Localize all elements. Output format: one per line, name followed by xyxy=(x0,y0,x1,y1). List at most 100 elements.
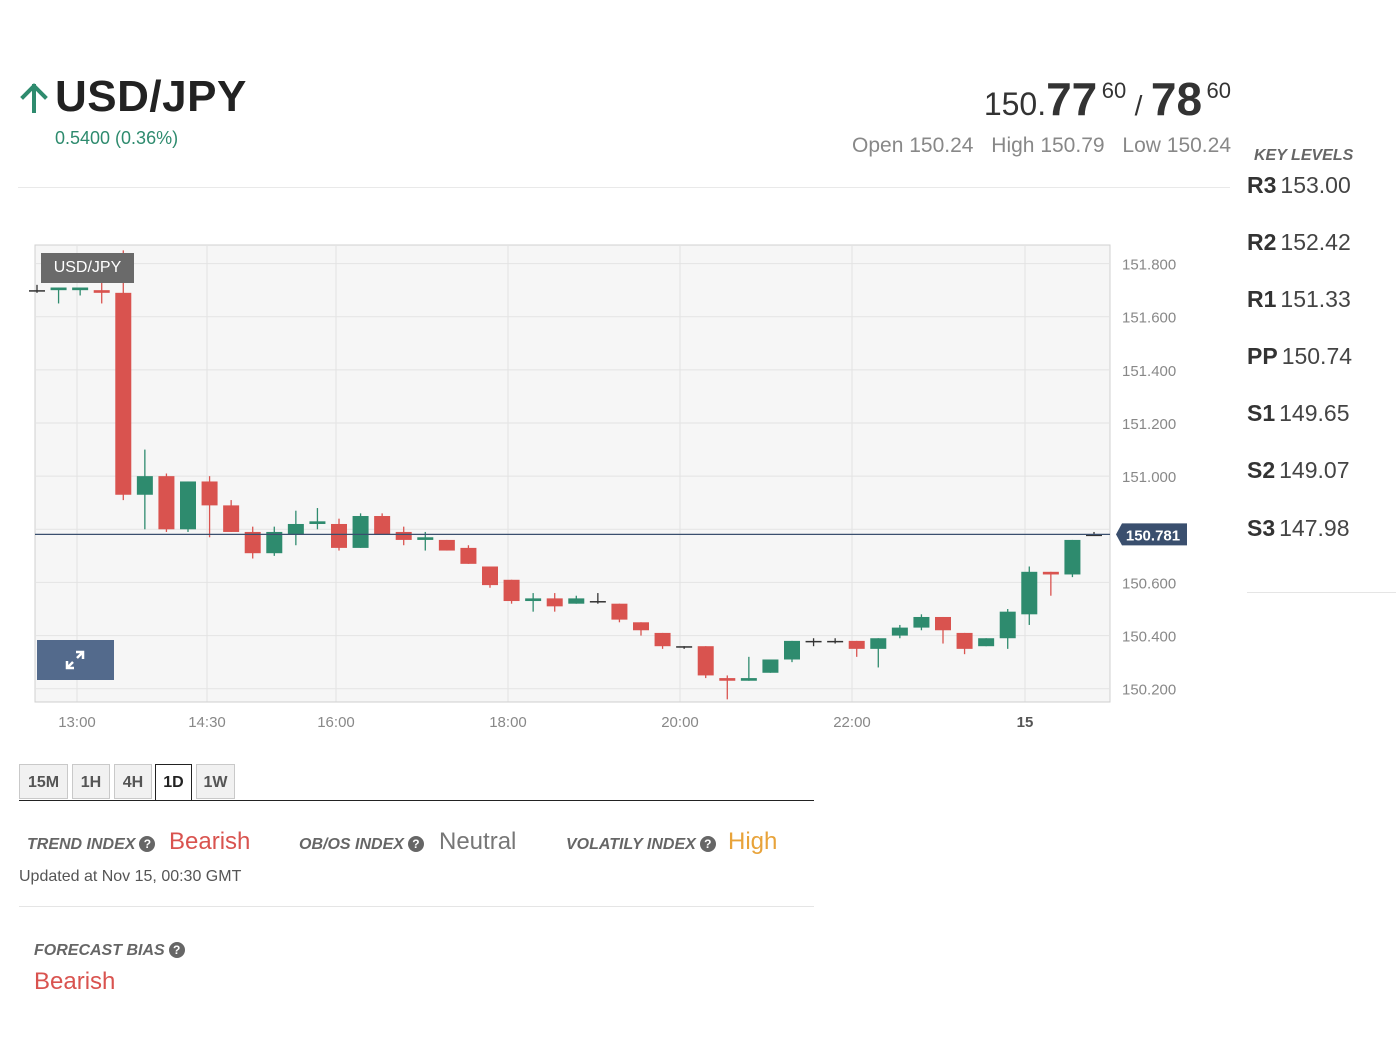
trend-index-label: TREND INDEX? xyxy=(27,836,156,854)
candle-body xyxy=(740,678,757,681)
low-value: Low 150.24 xyxy=(1122,134,1231,157)
expand-chart-button[interactable] xyxy=(37,640,114,680)
help-icon[interactable]: ? xyxy=(407,836,424,852)
candle-body xyxy=(158,476,175,530)
forecast-bias-label: FORECAST BIAS? xyxy=(34,942,185,960)
candle-body xyxy=(93,290,110,293)
candle-body xyxy=(913,616,930,628)
forecast-bias-text: FORECAST BIAS xyxy=(34,942,165,959)
candle-body xyxy=(331,523,347,548)
plot-area xyxy=(34,244,1111,703)
tab-15m[interactable]: 15M xyxy=(19,764,68,799)
candle-body xyxy=(568,598,585,604)
y-tick-label: 151.400 xyxy=(1122,363,1176,380)
candle-body xyxy=(525,598,542,602)
tab-1h[interactable]: 1H xyxy=(72,764,110,799)
candle-body xyxy=(956,632,973,649)
price-change: 0.5400 (0.36%) xyxy=(55,128,179,148)
y-tick-label: 150.200 xyxy=(1122,682,1176,699)
key-level-label: S3 xyxy=(1247,515,1276,541)
obos-index-text: OB/OS INDEX xyxy=(299,836,404,853)
ask-big: 78 xyxy=(1150,73,1203,125)
candle-body xyxy=(482,566,498,586)
x-tick-label: 18:00 xyxy=(489,714,527,731)
candle-body xyxy=(1086,534,1102,537)
chart-symbol-label: USD/JPY xyxy=(41,253,134,283)
key-level-r2: R2 152.42 xyxy=(1247,229,1351,256)
key-level-value: 149.65 xyxy=(1279,400,1350,426)
key-level-value: 151.33 xyxy=(1280,286,1351,312)
candle-body xyxy=(697,646,714,676)
key-level-value: 147.98 xyxy=(1279,515,1350,541)
y-tick-label: 151.000 xyxy=(1122,469,1176,486)
help-icon[interactable]: ? xyxy=(139,836,156,852)
candle-body xyxy=(50,287,67,291)
candle-body xyxy=(784,640,800,660)
candle-body xyxy=(223,505,240,532)
help-icon[interactable]: ? xyxy=(699,836,716,852)
key-levels-divider xyxy=(1247,592,1396,593)
candle-body xyxy=(503,579,520,602)
candle-body xyxy=(891,627,908,636)
x-tick-label: 20:00 xyxy=(661,714,699,731)
candle-body xyxy=(762,659,779,673)
quote-separator: / xyxy=(1134,90,1143,121)
bid-ask-quote: 150.77 60 / 78 60 xyxy=(984,72,1231,126)
tab-1w[interactable]: 1W xyxy=(196,764,235,799)
key-level-label: R2 xyxy=(1247,229,1277,255)
candle-body xyxy=(978,638,995,647)
volatility-index-value: High xyxy=(728,828,778,855)
bid-prefix: 150. xyxy=(983,86,1047,122)
candle-body xyxy=(438,539,455,551)
x-tick-label: 15 xyxy=(1017,714,1034,731)
candle-body xyxy=(1021,571,1038,615)
candle-body xyxy=(827,640,844,643)
current-price-tag xyxy=(1116,523,1187,546)
help-icon[interactable]: ? xyxy=(168,942,185,958)
candle-body xyxy=(180,481,196,530)
x-tick-label: 14:30 xyxy=(188,714,226,731)
candle-body xyxy=(287,523,304,535)
candle-body xyxy=(1042,571,1059,575)
key-level-value: 149.07 xyxy=(1279,457,1350,483)
candle-body xyxy=(719,678,736,681)
tab-4h[interactable]: 4H xyxy=(114,764,152,799)
bid-big: 77 xyxy=(1046,73,1098,125)
ask-pipette: 60 xyxy=(1206,78,1231,103)
candle-body xyxy=(805,640,822,643)
key-levels-title: KEY LEVELS xyxy=(1254,147,1354,164)
key-level-label: S1 xyxy=(1247,400,1276,426)
forecast-bias-value: Bearish xyxy=(34,968,116,995)
tabs-underline xyxy=(19,800,814,801)
header-divider xyxy=(18,187,1230,188)
arrow-up-icon xyxy=(18,82,50,114)
candle-body xyxy=(29,290,45,292)
timeframe-tabs: 15M 1H 4H 1D 1W xyxy=(19,764,814,801)
y-tick-label: 151.200 xyxy=(1122,416,1176,433)
y-tick-label: 151.600 xyxy=(1122,310,1176,327)
key-level-s1: S1 149.65 xyxy=(1247,400,1350,427)
current-price-label: 150.781 xyxy=(1126,527,1180,544)
candle-body xyxy=(309,521,326,524)
symbol-title: USD/JPY xyxy=(55,72,247,121)
trend-index-text: TREND INDEX xyxy=(27,836,136,853)
volatility-index-label: VOLATILY INDEX? xyxy=(566,836,716,854)
candlestick-chart[interactable]: 151.800 151.600 151.400 151.200 151.000 150.6… xyxy=(0,230,1230,740)
candle-body xyxy=(1064,539,1081,575)
indices-divider xyxy=(19,906,814,907)
candle-body xyxy=(395,531,412,540)
key-level-value: 152.42 xyxy=(1280,229,1351,255)
candle-body xyxy=(244,531,261,554)
candle-body xyxy=(136,476,153,495)
candle-body xyxy=(201,481,218,506)
tab-1d[interactable]: 1D xyxy=(155,764,192,801)
x-tick-label: 13:00 xyxy=(58,714,96,731)
bid-pipette: 60 xyxy=(1101,78,1127,103)
candle-body xyxy=(633,622,649,631)
high-value: High 150.79 xyxy=(991,134,1105,157)
key-level-r1: R1 151.33 xyxy=(1247,286,1351,313)
key-level-r3: R3 153.00 xyxy=(1247,172,1351,199)
key-level-value: 150.74 xyxy=(1281,343,1353,369)
candle-body xyxy=(848,640,865,649)
x-tick-label: 22:00 xyxy=(833,714,871,731)
